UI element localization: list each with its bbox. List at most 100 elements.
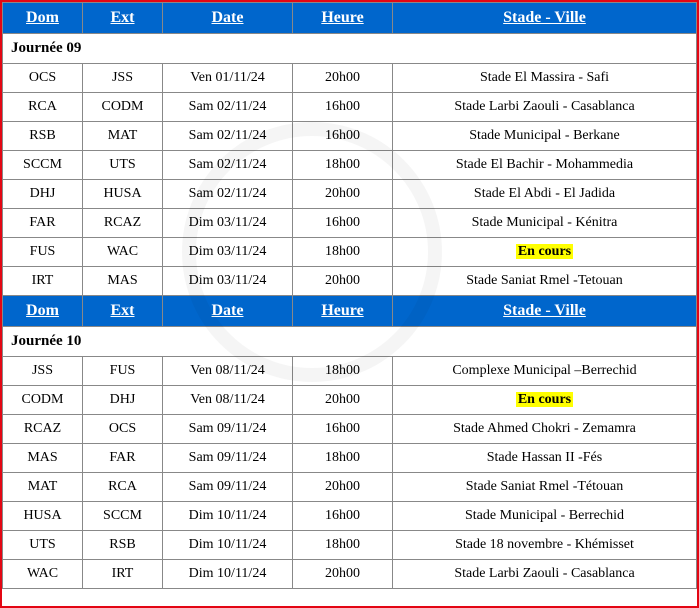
cell-dom: SCCM <box>3 151 83 180</box>
cell-dom: RSB <box>3 122 83 151</box>
cell-date: Sam 09/11/24 <box>163 444 293 473</box>
cell-heure: 16h00 <box>293 415 393 444</box>
table-row: MATRCASam 09/11/2420h00Stade Saniat Rmel… <box>3 473 697 502</box>
journey-title: Journée 09 <box>3 34 697 64</box>
cell-dom: DHJ <box>3 180 83 209</box>
cell-date: Ven 08/11/24 <box>163 386 293 415</box>
table-row: FARRCAZDim 03/11/2416h00Stade Municipal … <box>3 209 697 238</box>
cell-ext: RCAZ <box>83 209 163 238</box>
cell-ext: RSB <box>83 531 163 560</box>
journey-row: Journée 10 <box>3 327 697 357</box>
cell-dom: MAT <box>3 473 83 502</box>
table-row: FUSWACDim 03/11/2418h00En cours <box>3 238 697 267</box>
cell-date: Dim 10/11/24 <box>163 560 293 589</box>
cell-date: Dim 03/11/24 <box>163 209 293 238</box>
header-dom: Dom <box>3 296 83 327</box>
cell-stade: Stade El Abdi - El Jadida <box>393 180 697 209</box>
cell-dom: UTS <box>3 531 83 560</box>
cell-date: Dim 10/11/24 <box>163 502 293 531</box>
cell-heure: 20h00 <box>293 180 393 209</box>
table-row: DHJHUSASam 02/11/2420h00Stade El Abdi - … <box>3 180 697 209</box>
schedule-body: DomExtDateHeureStade - VilleJournée 09OC… <box>3 3 697 589</box>
cell-stade: Stade El Massira - Safi <box>393 64 697 93</box>
cell-dom: RCAZ <box>3 415 83 444</box>
cell-stade: Stade El Bachir - Mohammedia <box>393 151 697 180</box>
cell-heure: 20h00 <box>293 267 393 296</box>
header-heure: Heure <box>293 296 393 327</box>
journey-title: Journée 10 <box>3 327 697 357</box>
header-row: DomExtDateHeureStade - Ville <box>3 296 697 327</box>
cell-date: Dim 03/11/24 <box>163 267 293 296</box>
cell-ext: DHJ <box>83 386 163 415</box>
cell-date: Dim 03/11/24 <box>163 238 293 267</box>
cell-ext: JSS <box>83 64 163 93</box>
cell-ext: HUSA <box>83 180 163 209</box>
cell-date: Ven 01/11/24 <box>163 64 293 93</box>
table-row: RCAZOCSSam 09/11/2416h00Stade Ahmed Chok… <box>3 415 697 444</box>
cell-ext: WAC <box>83 238 163 267</box>
table-row: IRTMASDim 03/11/2420h00Stade Saniat Rmel… <box>3 267 697 296</box>
cell-stade: En cours <box>393 386 697 415</box>
cell-ext: FAR <box>83 444 163 473</box>
header-heure: Heure <box>293 3 393 34</box>
header-date: Date <box>163 296 293 327</box>
cell-dom: CODM <box>3 386 83 415</box>
cell-heure: 16h00 <box>293 502 393 531</box>
header-date: Date <box>163 3 293 34</box>
cell-dom: OCS <box>3 64 83 93</box>
table-row: UTSRSBDim 10/11/2418h00Stade 18 novembre… <box>3 531 697 560</box>
cell-dom: RCA <box>3 93 83 122</box>
cell-date: Dim 10/11/24 <box>163 531 293 560</box>
cell-ext: MAS <box>83 267 163 296</box>
table-row: RCACODMSam 02/11/2416h00Stade Larbi Zaou… <box>3 93 697 122</box>
table-row: JSSFUSVen 08/11/2418h00Complexe Municipa… <box>3 357 697 386</box>
cell-stade: En cours <box>393 238 697 267</box>
table-row: OCSJSSVen 01/11/2420h00Stade El Massira … <box>3 64 697 93</box>
cell-heure: 18h00 <box>293 357 393 386</box>
cell-date: Ven 08/11/24 <box>163 357 293 386</box>
cell-ext: MAT <box>83 122 163 151</box>
cell-stade: Stade Saniat Rmel -Tétouan <box>393 473 697 502</box>
cell-date: Sam 09/11/24 <box>163 415 293 444</box>
cell-heure: 20h00 <box>293 386 393 415</box>
cell-heure: 20h00 <box>293 64 393 93</box>
stade-highlight: En cours <box>516 392 573 407</box>
table-row: WACIRTDim 10/11/2420h00Stade Larbi Zaoul… <box>3 560 697 589</box>
table-row: RSBMATSam 02/11/2416h00Stade Municipal -… <box>3 122 697 151</box>
cell-heure: 18h00 <box>293 238 393 267</box>
cell-dom: FAR <box>3 209 83 238</box>
cell-dom: JSS <box>3 357 83 386</box>
cell-stade: Stade Hassan II -Fés <box>393 444 697 473</box>
cell-heure: 16h00 <box>293 93 393 122</box>
cell-dom: WAC <box>3 560 83 589</box>
cell-heure: 16h00 <box>293 122 393 151</box>
cell-ext: RCA <box>83 473 163 502</box>
cell-dom: IRT <box>3 267 83 296</box>
cell-ext: FUS <box>83 357 163 386</box>
header-ext: Ext <box>83 296 163 327</box>
cell-heure: 18h00 <box>293 531 393 560</box>
table-row: HUSASCCMDim 10/11/2416h00Stade Municipal… <box>3 502 697 531</box>
cell-ext: IRT <box>83 560 163 589</box>
cell-stade: Stade Larbi Zaouli - Casablanca <box>393 93 697 122</box>
cell-ext: SCCM <box>83 502 163 531</box>
cell-heure: 20h00 <box>293 473 393 502</box>
cell-date: Sam 02/11/24 <box>163 180 293 209</box>
cell-heure: 18h00 <box>293 444 393 473</box>
stade-highlight: En cours <box>516 244 573 259</box>
cell-stade: Stade Municipal - Berrechid <box>393 502 697 531</box>
cell-date: Sam 02/11/24 <box>163 151 293 180</box>
cell-date: Sam 09/11/24 <box>163 473 293 502</box>
header-stade: Stade - Ville <box>393 3 697 34</box>
cell-date: Sam 02/11/24 <box>163 93 293 122</box>
cell-stade: Stade Ahmed Chokri - Zemamra <box>393 415 697 444</box>
header-dom: Dom <box>3 3 83 34</box>
header-ext: Ext <box>83 3 163 34</box>
cell-stade: Stade Saniat Rmel -Tetouan <box>393 267 697 296</box>
header-stade: Stade - Ville <box>393 296 697 327</box>
cell-stade: Complexe Municipal –Berrechid <box>393 357 697 386</box>
cell-ext: OCS <box>83 415 163 444</box>
cell-date: Sam 02/11/24 <box>163 122 293 151</box>
cell-dom: HUSA <box>3 502 83 531</box>
journey-row: Journée 09 <box>3 34 697 64</box>
